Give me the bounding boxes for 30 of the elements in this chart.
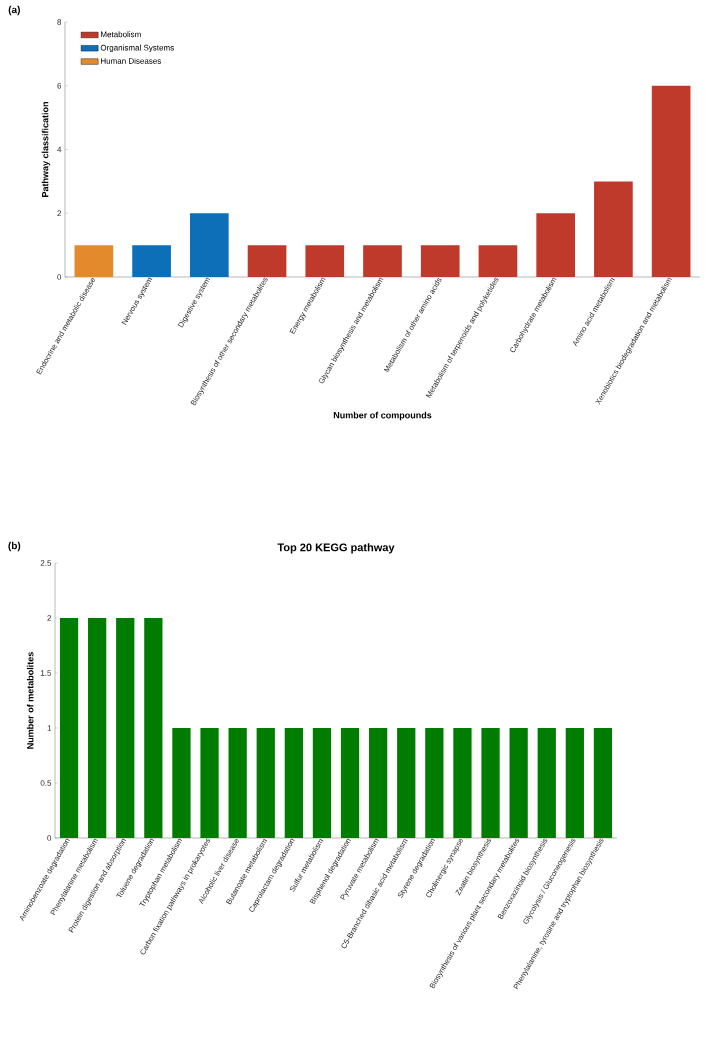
y-tick-label: 8: [57, 19, 62, 25]
y-tick-label: 1.5: [40, 670, 52, 676]
bar: [132, 245, 171, 277]
y-tick-label: 0.5: [40, 780, 52, 786]
chart-title: Top 20 KEGG pathway: [277, 543, 395, 554]
legend-label: Organismal Systems: [100, 44, 174, 53]
y-tick-label: 6: [57, 82, 62, 89]
y-tick-label: 2.5: [40, 560, 52, 566]
y-tick-label: 0: [57, 274, 62, 280]
bar: [420, 245, 460, 277]
y-tick-label: 2: [47, 615, 52, 621]
bar: [363, 245, 402, 277]
y-axis-title: Number of metabolites: [26, 652, 34, 749]
y-tick-label: 2: [57, 210, 62, 217]
bar: [536, 213, 576, 277]
bar: [651, 85, 691, 277]
x-axis-title: Number of compounds: [333, 411, 432, 421]
text: (a): [8, 5, 20, 16]
legend-label: Metabolism: [101, 31, 141, 38]
bar: [247, 245, 287, 277]
text: (b): [8, 541, 21, 552]
legend-label: Human Diseases: [101, 57, 161, 64]
bar: [594, 181, 633, 277]
bar: [305, 245, 345, 277]
bar: [478, 245, 518, 277]
y-tick-label: 1: [47, 725, 52, 731]
y-axis-title: Pathway classification: [41, 102, 51, 197]
y-tick-label: 4: [57, 146, 62, 153]
bar: [189, 213, 229, 277]
bar: [74, 245, 114, 277]
